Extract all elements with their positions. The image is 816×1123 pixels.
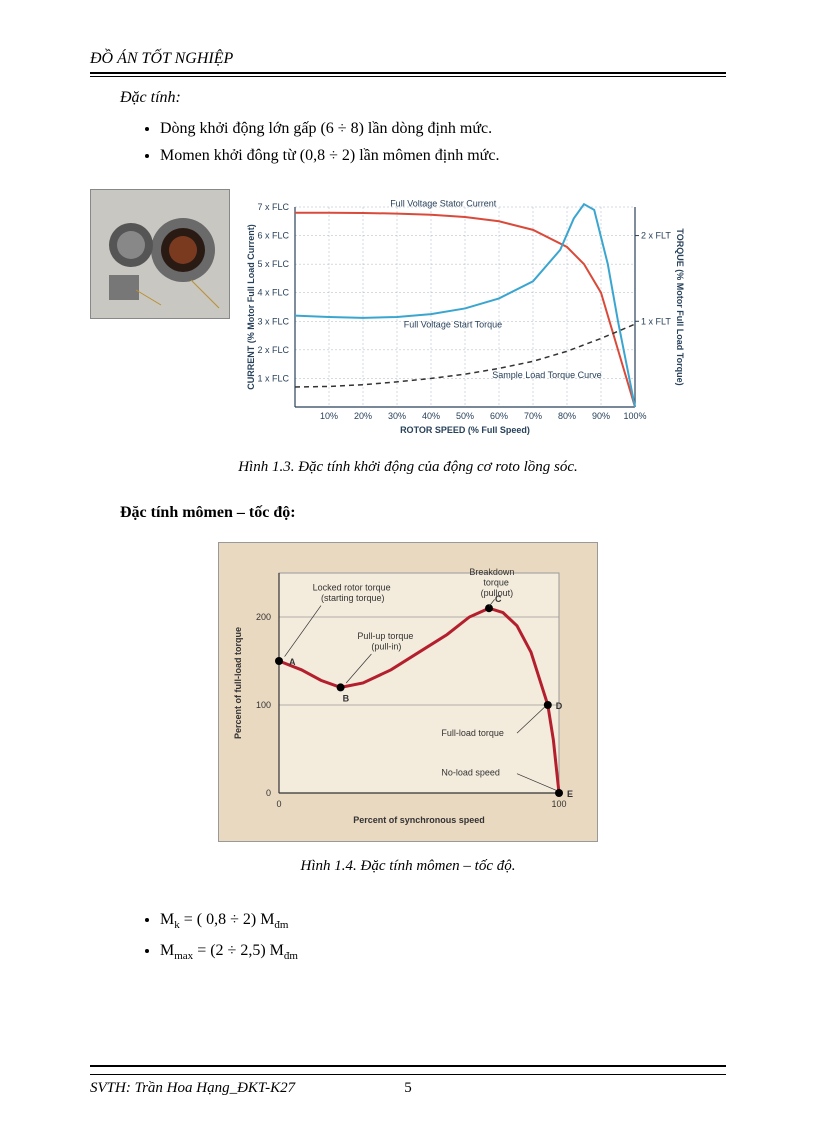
motor-illustration bbox=[91, 190, 230, 319]
svg-text:10%: 10% bbox=[320, 411, 338, 421]
chart-wrap: 0 100 200 0 100 Percent of synchronous speed P… bbox=[90, 542, 726, 842]
svg-text:200: 200 bbox=[256, 612, 271, 622]
svg-text:60%: 60% bbox=[490, 411, 508, 421]
chart-startup-characteristics: 1 x FLC 2 x FLC 3 x FLC 4 x FLC 5 x FLC 6 x F… bbox=[240, 189, 690, 449]
svg-text:100: 100 bbox=[256, 700, 271, 710]
svg-text:2 x FLT: 2 x FLT bbox=[641, 231, 671, 241]
svg-text:Locked rotor torque: Locked rotor torque bbox=[313, 583, 391, 593]
formula-item: Mmax = (2 ÷ 2,5) Mđm bbox=[160, 936, 726, 967]
formula-text: = (2 ÷ 2,5) M bbox=[193, 942, 284, 959]
formula-text: = ( 0,8 ÷ 2) M bbox=[180, 911, 275, 928]
header-title: ĐỒ ÁN TỐT NGHIỆP bbox=[90, 50, 726, 68]
svg-text:Sample Load Torque Curve: Sample Load Torque Curve bbox=[492, 371, 601, 381]
svg-text:Full-load torque: Full-load torque bbox=[441, 728, 504, 738]
subsection-heading: Đặc tính mômen – tốc độ: bbox=[120, 504, 726, 522]
bullet-list: Dòng khởi động lớn gấp (6 ÷ 8) lần dòng … bbox=[160, 115, 726, 169]
svg-text:0: 0 bbox=[266, 788, 271, 798]
svg-text:7 x FLC: 7 x FLC bbox=[257, 202, 289, 212]
svg-text:100%: 100% bbox=[623, 411, 646, 421]
svg-text:30%: 30% bbox=[388, 411, 406, 421]
svg-text:70%: 70% bbox=[524, 411, 542, 421]
page-number: 5 bbox=[404, 1080, 412, 1097]
bullet-item: Momen khởi đông từ (0,8 ÷ 2) lần mômen đ… bbox=[160, 142, 726, 169]
svg-text:5 x FLC: 5 x FLC bbox=[257, 260, 289, 270]
svg-text:0: 0 bbox=[276, 799, 281, 809]
svg-text:100: 100 bbox=[551, 799, 566, 809]
formula-sub: đm bbox=[284, 951, 298, 963]
svg-text:(starting torque): (starting torque) bbox=[321, 594, 385, 604]
svg-text:50%: 50% bbox=[456, 411, 474, 421]
svg-text:No-load speed: No-load speed bbox=[441, 768, 500, 778]
figure-caption: Hình 1.3. Đặc tính khởi động của động cơ… bbox=[90, 459, 726, 476]
section-label: Đặc tính: bbox=[120, 89, 726, 107]
svg-text:40%: 40% bbox=[422, 411, 440, 421]
svg-text:Full Voltage Start Torque: Full Voltage Start Torque bbox=[404, 320, 502, 330]
svg-text:20%: 20% bbox=[354, 411, 372, 421]
motor-photo bbox=[90, 189, 230, 319]
svg-text:Percent of full-load torque: Percent of full-load torque bbox=[233, 627, 243, 739]
svg-text:TORQUE (% Motor Full Load Torq: TORQUE (% Motor Full Load Torque) bbox=[675, 229, 685, 386]
svg-text:(pull-in): (pull-in) bbox=[371, 642, 401, 652]
svg-text:Full Voltage Stator Current: Full Voltage Stator Current bbox=[390, 199, 497, 209]
chart-torque-speed: 0 100 200 0 100 Percent of synchronous speed P… bbox=[218, 542, 598, 842]
svg-text:2 x FLC: 2 x FLC bbox=[257, 345, 289, 355]
header-rule-thin bbox=[90, 76, 726, 77]
svg-text:80%: 80% bbox=[558, 411, 576, 421]
bullet-item: Dòng khởi động lớn gấp (6 ÷ 8) lần dòng … bbox=[160, 115, 726, 142]
svg-text:6 x FLC: 6 x FLC bbox=[257, 231, 289, 241]
footer-rule-thick bbox=[90, 1065, 726, 1067]
svg-text:3 x FLC: 3 x FLC bbox=[257, 317, 289, 327]
figure-row: 1 x FLC 2 x FLC 3 x FLC 4 x FLC 5 x FLC 6 x F… bbox=[90, 189, 726, 449]
svg-text:Pull-up torque: Pull-up torque bbox=[357, 631, 413, 641]
svg-text:D: D bbox=[556, 701, 563, 711]
header-rule-thick bbox=[90, 72, 726, 74]
svg-text:A: A bbox=[289, 657, 296, 667]
svg-text:E: E bbox=[567, 789, 573, 799]
svg-text:Percent of synchronous speed: Percent of synchronous speed bbox=[353, 815, 485, 825]
svg-text:Breakdown: Breakdown bbox=[469, 567, 514, 577]
formula-text: M bbox=[160, 911, 174, 928]
svg-text:CURRENT (% Motor Full Load Cur: CURRENT (% Motor Full Load Current) bbox=[246, 225, 256, 391]
svg-text:90%: 90% bbox=[592, 411, 610, 421]
svg-text:torque: torque bbox=[483, 578, 509, 588]
formula-text: M bbox=[160, 942, 174, 959]
svg-text:(pullout): (pullout) bbox=[481, 588, 514, 598]
svg-text:B: B bbox=[343, 694, 350, 704]
formula-item: Mk = ( 0,8 ÷ 2) Mđm bbox=[160, 905, 726, 936]
svg-text:1 x FLT: 1 x FLT bbox=[641, 317, 671, 327]
formula-sub: đm bbox=[274, 920, 288, 932]
footer-rule-thin bbox=[90, 1074, 726, 1075]
svg-text:1 x FLC: 1 x FLC bbox=[257, 374, 289, 384]
svg-text:4 x FLC: 4 x FLC bbox=[257, 288, 289, 298]
formula-sub: max bbox=[174, 951, 193, 963]
formula-list: Mk = ( 0,8 ÷ 2) Mđm Mmax = (2 ÷ 2,5) Mđm bbox=[160, 905, 726, 967]
svg-text:ROTOR SPEED (% Full Speed): ROTOR SPEED (% Full Speed) bbox=[400, 425, 530, 435]
figure-caption: Hình 1.4. Đặc tính mômen – tốc độ. bbox=[90, 858, 726, 875]
footer-author: SVTH: Trần Hoa Hạng_ĐKT-K27 bbox=[90, 1080, 295, 1097]
